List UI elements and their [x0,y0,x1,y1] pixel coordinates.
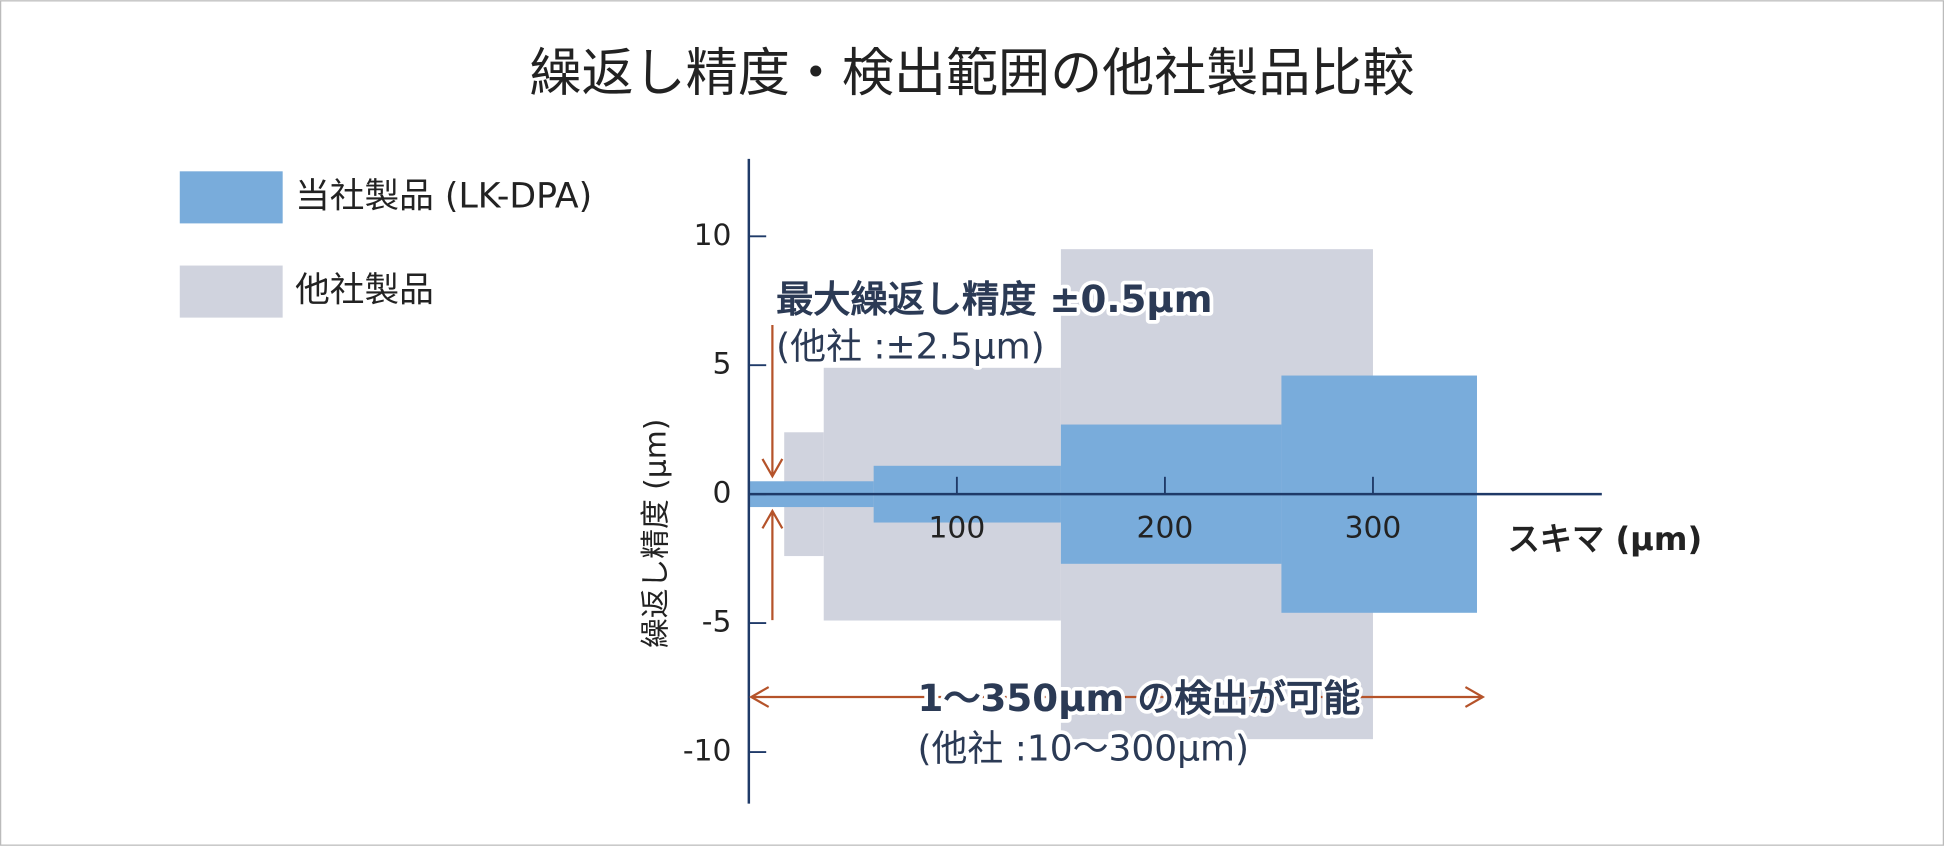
x-axis-label: スキマ (μm) [1508,520,1703,558]
annotation: 最大繰返し精度 ±0.5μm [776,277,1212,321]
y-tick-label: 5 [713,347,732,382]
x-tick-label: 100 [928,510,985,545]
y-axis-label: 繰返し精度 (μm) [639,419,674,648]
chart-title: 繰返し精度・検出範囲の他社製品比較 [529,44,1414,104]
annotation: 1〜350μm の検出が可能 [917,676,1360,720]
legend-label: 他社製品 [295,271,434,311]
arrow-head [749,686,770,708]
legend-label: 当社製品 (LK-DPA) [295,176,592,216]
y-tick-label: 10 [694,218,732,253]
x-tick-label: 300 [1345,510,1402,545]
legend-swatch [179,171,283,224]
arrow-head [761,458,784,479]
y-tick-label: -10 [683,734,732,769]
annotation: (他社 :10〜300μm) [917,728,1249,769]
arrow-head [761,508,784,529]
legend-swatch [179,265,283,318]
x-tick-label: 200 [1137,510,1194,545]
annotation: (他社 :±2.5μm) [776,327,1045,368]
y-tick-label: 0 [713,476,732,511]
y-tick-label: -5 [702,605,732,640]
arrow-head [1464,686,1486,708]
